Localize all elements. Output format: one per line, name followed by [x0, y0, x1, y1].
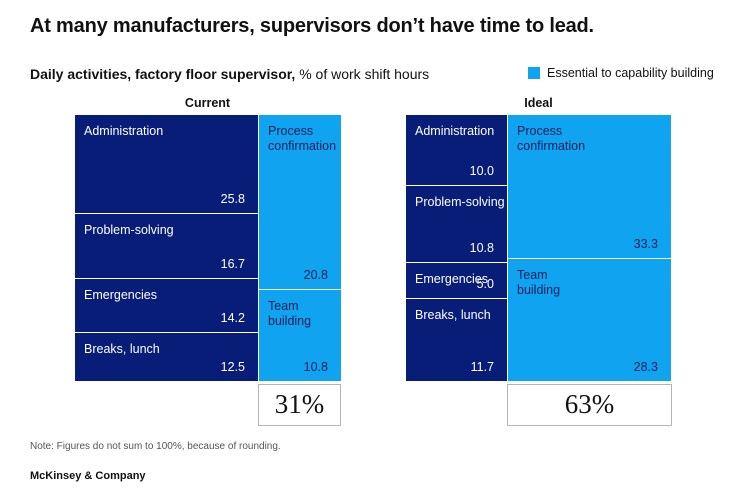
- tile-label: Breaks, lunch: [84, 342, 160, 357]
- footnote: Note: Figures do not sum to 100%, becaus…: [30, 441, 281, 452]
- legend-label: Essential to capability building: [547, 66, 714, 80]
- tile-current-administration: Administration 25.8: [75, 115, 258, 214]
- subtitle-bold: Daily activities, factory floor supervis…: [30, 66, 296, 82]
- tile-ideal-breaks-lunch: Breaks, lunch 11.7: [406, 298, 507, 381]
- panel-title-ideal: Ideal: [524, 96, 553, 110]
- subtitle-unit: % of work shift hours: [295, 66, 430, 82]
- tile-value: 12.5: [220, 359, 245, 374]
- tile-current-emergencies: Emergencies 14.2: [75, 278, 258, 333]
- tile-ideal-problem-solving: Problem-solving 10.8: [406, 186, 507, 262]
- tile-label: Emergencies: [415, 271, 488, 286]
- tile-label: Team building: [517, 268, 561, 298]
- tile-label: Process confirmation: [517, 124, 586, 153]
- tile-value: 16.7: [220, 256, 245, 271]
- tile-label: Emergencies: [84, 287, 157, 302]
- tile-label: Problem-solving: [84, 223, 174, 238]
- tile-ideal-process-confirmation: Process confirmation 33.3: [508, 115, 671, 259]
- tile-value: 25.8: [220, 192, 245, 207]
- source-credit: McKinsey & Company: [30, 470, 146, 482]
- tile-label: Administration: [415, 124, 495, 138]
- tile-value: 5.0: [476, 276, 494, 291]
- tile-value: 28.3: [633, 359, 658, 374]
- tile-current-problem-solving: Problem-solving 16.7: [75, 214, 258, 278]
- tile-ideal-team-building: Team building 28.3: [508, 259, 671, 381]
- tile-current-breaks-lunch: Breaks, lunch 12.5: [75, 333, 258, 381]
- chart-title: At many manufacturers, supervisors don’t…: [30, 15, 594, 37]
- tile-label: Team building: [268, 299, 312, 329]
- tile-ideal-administration: Administration 10.0: [406, 115, 507, 186]
- tile-label: Problem-solving: [415, 195, 505, 210]
- total-essential-ideal: 63%: [507, 384, 672, 426]
- tile-label: Process confirmation: [268, 124, 337, 153]
- tile-value: 14.2: [220, 311, 245, 326]
- tile-current-process-confirmation: Process confirmation 20.8: [259, 115, 341, 290]
- panel-title-current: Current: [184, 96, 231, 110]
- tile-value: 33.3: [633, 237, 658, 252]
- tile-ideal-emergencies: Emergencies 5.0: [406, 262, 507, 298]
- tile-value: 10.0: [469, 164, 494, 179]
- tile-value: 10.8: [303, 359, 328, 374]
- tile-value: 20.8: [303, 268, 328, 283]
- tile-value: 10.8: [469, 240, 494, 255]
- tile-label: Breaks, lunch: [415, 307, 491, 322]
- chart-subtitle: Daily activities, factory floor supervis…: [30, 66, 429, 82]
- tile-label: Administration: [84, 124, 164, 138]
- legend: Essential to capability building: [528, 66, 714, 80]
- legend-swatch: [528, 67, 540, 79]
- total-essential-current: 31%: [258, 384, 341, 426]
- tile-current-team-building: Team building 10.8: [259, 290, 341, 381]
- tile-value: 11.7: [470, 359, 494, 374]
